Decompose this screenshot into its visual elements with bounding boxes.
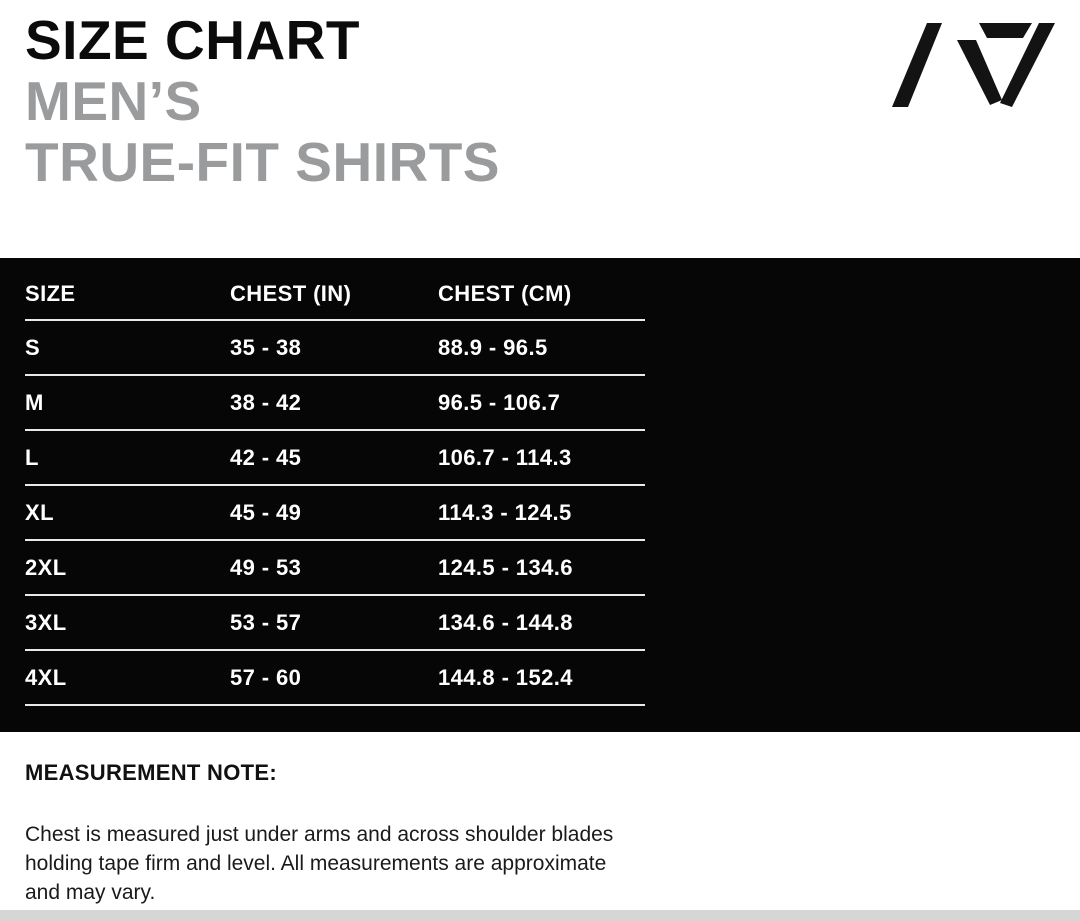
chest-cm-value: 88.9 - 96.5 xyxy=(438,334,548,360)
header: SIZE CHART MEN’S TRUE-FIT SHIRTS xyxy=(25,10,500,193)
size-label: 4XL xyxy=(25,664,67,690)
size-label: S xyxy=(25,334,41,360)
table-row: 3XL 53 - 57 134.6 - 144.8 xyxy=(25,596,645,651)
table-row: M 38 - 42 96.5 - 106.7 xyxy=(25,376,645,431)
column-header-chest-cm: CHEST (CM) xyxy=(438,280,572,306)
chest-in-value: 57 - 60 xyxy=(230,664,302,690)
size-table: SIZE CHEST (IN) CHEST (CM) S 35 - 38 88.… xyxy=(25,258,645,706)
size-label: 3XL xyxy=(25,609,67,635)
chest-cm-value: 134.6 - 144.8 xyxy=(438,609,573,635)
chest-in-value: 38 - 42 xyxy=(230,389,302,415)
chest-in-value: 49 - 53 xyxy=(230,554,302,580)
chest-cm-value: 96.5 - 106.7 xyxy=(438,389,561,415)
a7-logo-icon xyxy=(892,22,1056,108)
subtitle-gender: MEN’S xyxy=(25,70,202,132)
chest-in-value: 53 - 57 xyxy=(230,609,302,635)
chest-cm-value: 114.3 - 124.5 xyxy=(438,499,572,525)
chest-cm-value: 144.8 - 152.4 xyxy=(438,664,573,690)
table-row: 2XL 49 - 53 124.5 - 134.6 xyxy=(25,541,645,596)
table-row: 4XL 57 - 60 144.8 - 152.4 xyxy=(25,651,645,706)
note-line: holding tape firm and level. All measure… xyxy=(25,852,607,875)
note-line: and may vary. xyxy=(25,881,156,904)
size-label: 2XL xyxy=(25,554,67,580)
table-header-row: SIZE CHEST (IN) CHEST (CM) xyxy=(25,258,645,321)
table-row: XL 45 - 49 114.3 - 124.5 xyxy=(25,486,645,541)
chest-in-value: 35 - 38 xyxy=(230,334,302,360)
size-table-panel: SIZE CHEST (IN) CHEST (CM) S 35 - 38 88.… xyxy=(0,258,1080,732)
measurement-note-heading: MEASUREMENT NOTE: xyxy=(25,760,277,785)
table-row: S 35 - 38 88.9 - 96.5 xyxy=(25,321,645,376)
chest-cm-value: 124.5 - 134.6 xyxy=(438,554,573,580)
size-label: XL xyxy=(25,499,54,525)
table-row: L 42 - 45 106.7 - 114.3 xyxy=(25,431,645,486)
size-label: M xyxy=(25,389,44,415)
chest-in-value: 45 - 49 xyxy=(230,499,302,525)
bottom-strip xyxy=(0,910,1080,921)
subtitle-product: TRUE-FIT SHIRTS xyxy=(25,131,500,193)
measurement-note-body: Chest is measured just under arms and ac… xyxy=(25,820,613,907)
column-header-chest-in: CHEST (IN) xyxy=(230,280,352,306)
size-label: L xyxy=(25,444,39,470)
page-title: SIZE CHART xyxy=(25,9,360,71)
chest-cm-value: 106.7 - 114.3 xyxy=(438,444,572,470)
chest-in-value: 42 - 45 xyxy=(230,444,302,470)
measurement-note: MEASUREMENT NOTE: Chest is measured just… xyxy=(25,760,613,907)
note-line: Chest is measured just under arms and ac… xyxy=(25,823,614,846)
column-header-size: SIZE xyxy=(25,280,76,306)
